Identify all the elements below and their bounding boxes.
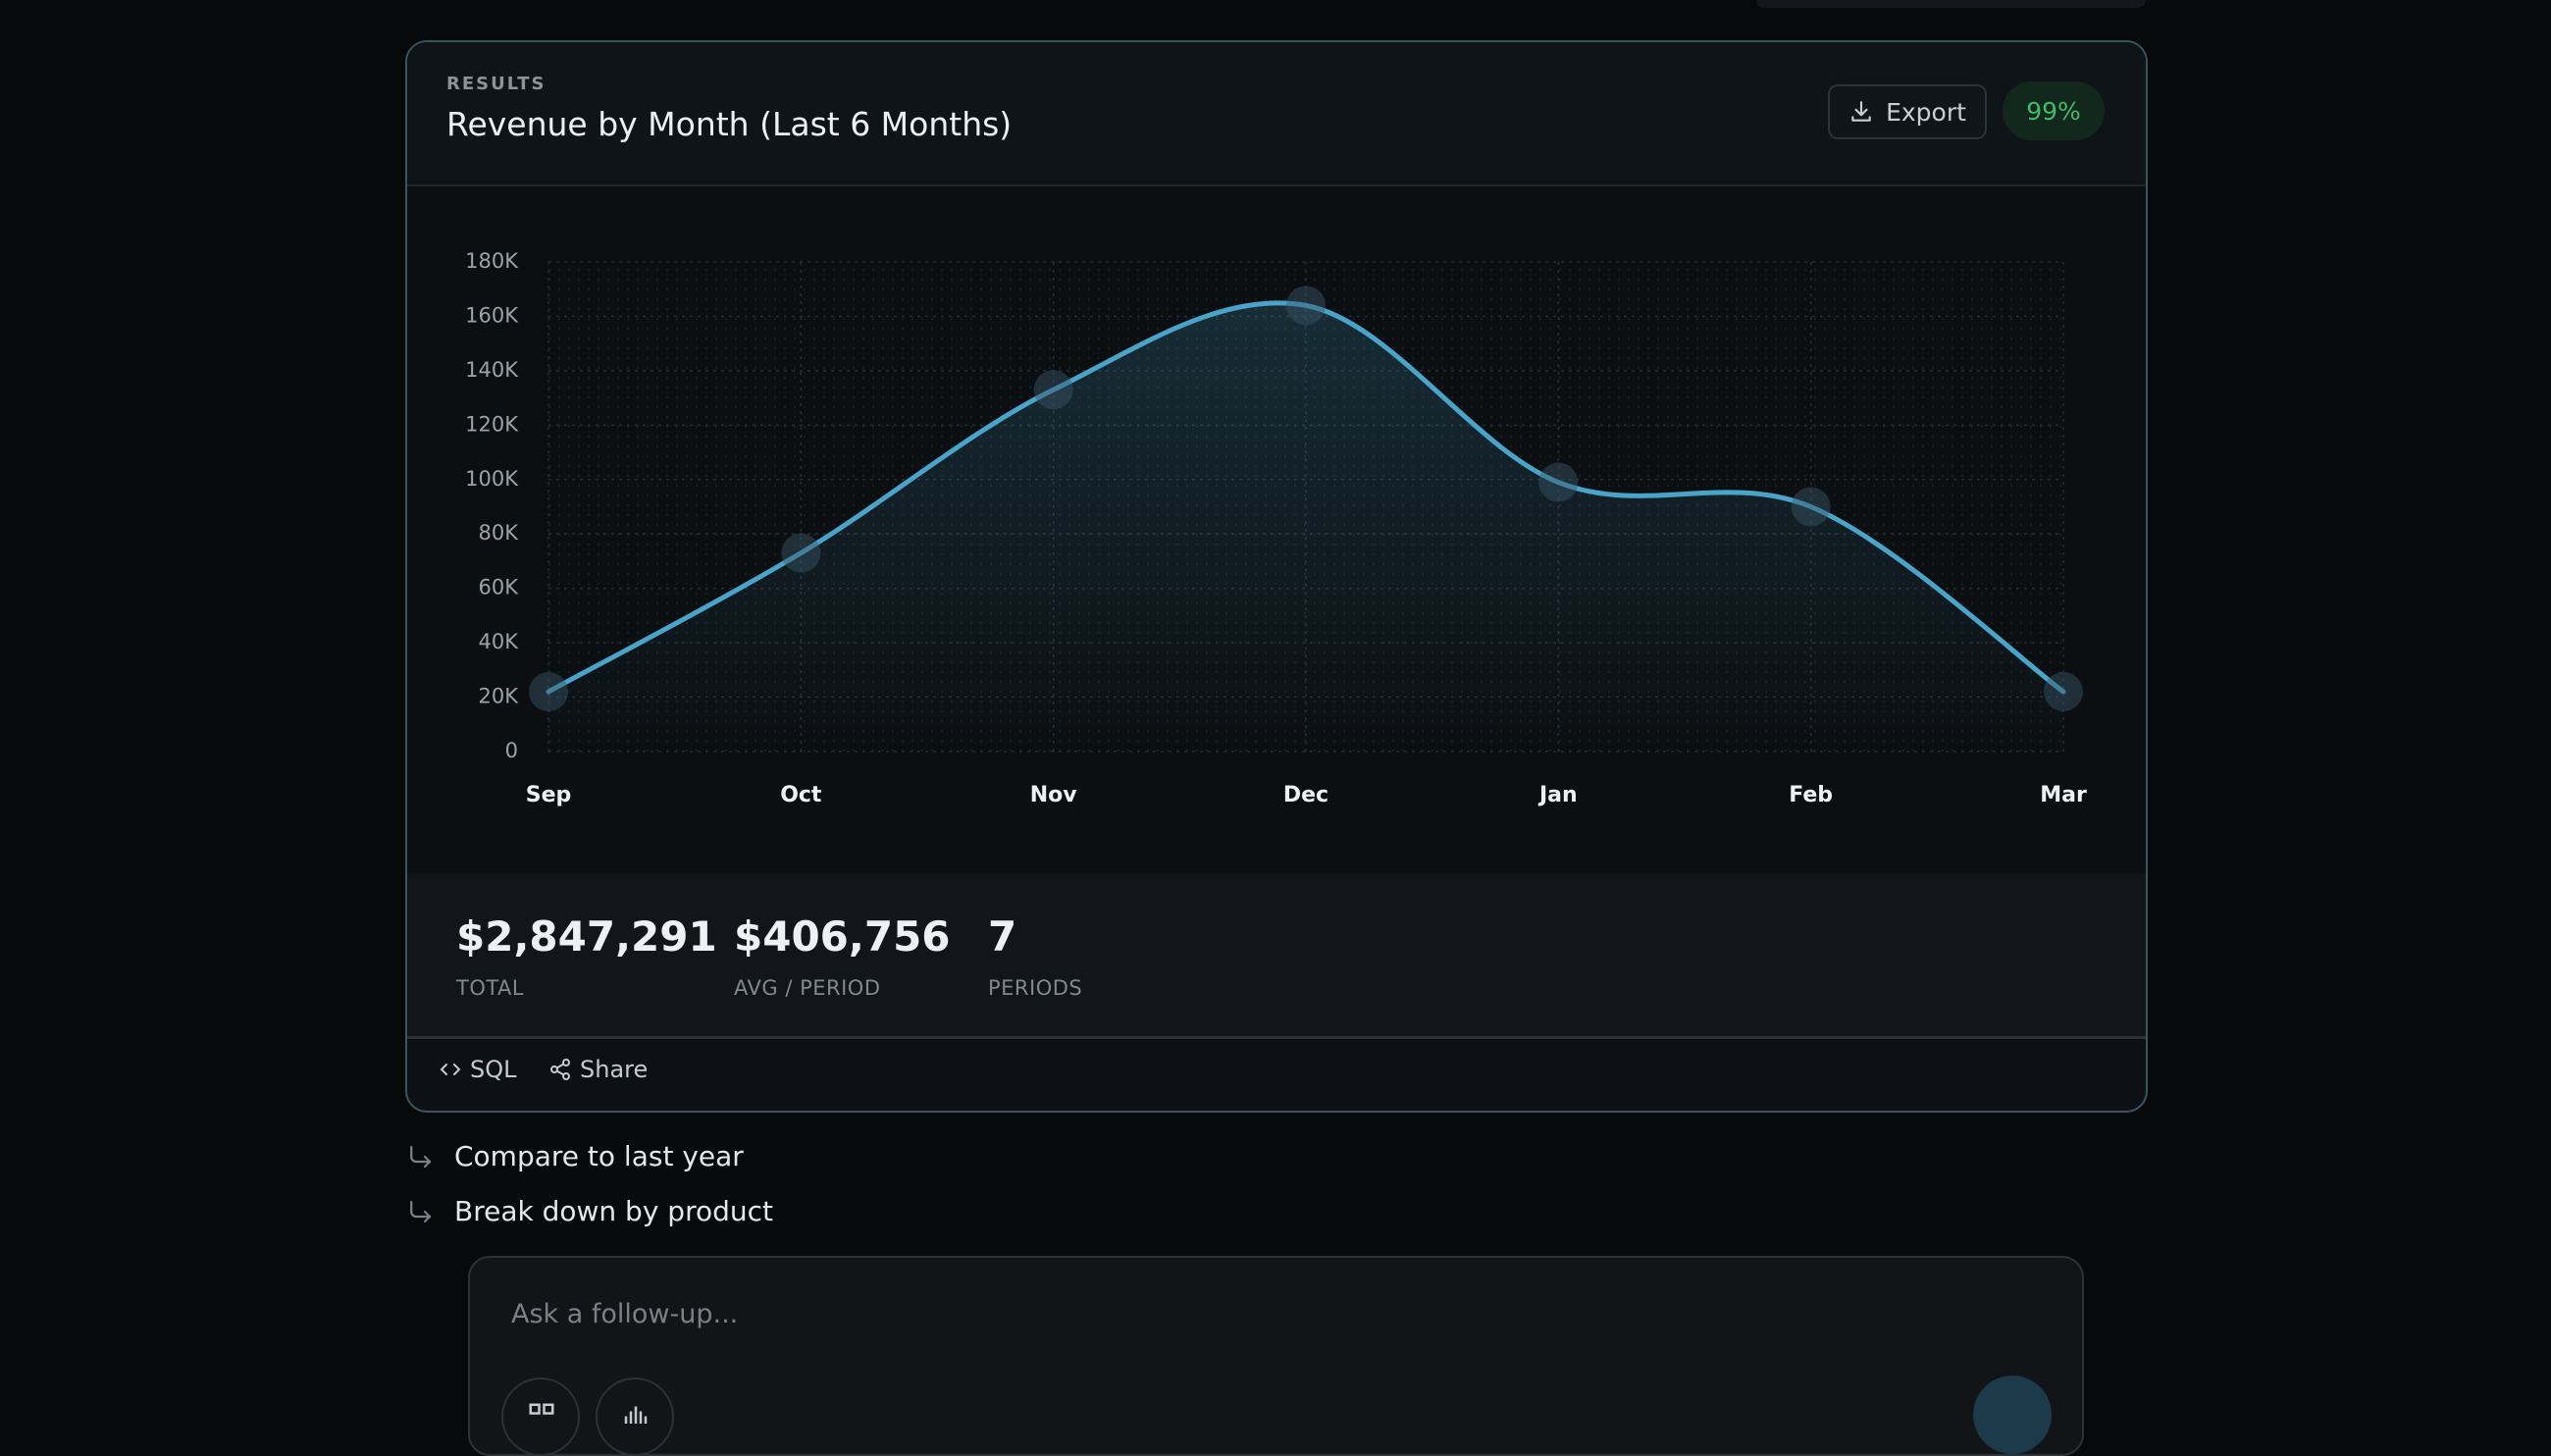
point: [1033, 370, 1073, 410]
download-icon: [1851, 101, 1871, 122]
y-tick-label: 80K: [479, 521, 520, 545]
page: {"header": {"label": "RESULTS", "title":…: [405, 0, 2148, 1456]
x-tick-label: Oct: [780, 783, 822, 807]
arrow-icon: [410, 1145, 432, 1168]
grid-icon: [529, 1403, 554, 1415]
chart-area: 0 20K 40K 60K 80K 100K 120K 140K 160K 180K Sep Oct N…: [407, 186, 2146, 873]
y-tick-label: 100K: [465, 467, 519, 491]
stat-label: AVG / PERIOD: [734, 976, 881, 1000]
y-tick-label: 180K: [465, 249, 519, 273]
line: [546, 300, 2066, 695]
area: [548, 302, 2063, 752]
suggestion-text: Break down by product: [454, 1195, 773, 1227]
suggestion[interactable]: Compare to last year: [405, 1140, 744, 1172]
suggestion[interactable]: Break down by product: [405, 1195, 773, 1227]
y-tick-label: 60K: [479, 576, 520, 599]
result-card: RESULTS Revenue by Month (Last 6 Months)…: [405, 40, 2148, 1113]
stat-value: $406,756: [734, 912, 951, 961]
stat-label: PERIODS: [988, 976, 1083, 1000]
y-tick-label: 0: [505, 739, 518, 762]
y-tick-label: 40K: [479, 630, 520, 653]
arrow-icon: [410, 1200, 432, 1222]
y-tick-label: 160K: [465, 303, 519, 327]
confidence-badge: 99%: [2003, 81, 2105, 140]
export-label: Export: [1886, 97, 1966, 127]
wave-icon: [624, 1406, 648, 1424]
share-icon: [550, 1059, 570, 1080]
send-button[interactable]: [1973, 1376, 2052, 1454]
export-button[interactable]: Export: [1828, 84, 1987, 139]
y-tick-label: 20K: [479, 685, 520, 708]
point: [1538, 462, 1579, 502]
x-tick-label: Mar: [2040, 783, 2087, 807]
y-tick-label: 120K: [465, 412, 519, 436]
x-tick-label: Dec: [1283, 783, 1328, 807]
y-tick-label: 140K: [465, 358, 519, 382]
point: [2044, 672, 2083, 712]
x-tick-label: Sep: [526, 783, 572, 807]
suggestion-text: Compare to last year: [454, 1140, 744, 1172]
stat-value: 7: [988, 912, 1017, 961]
stat-value: $2,847,291: [456, 912, 717, 961]
sql-button[interactable]: SQL: [439, 1056, 517, 1083]
follow-up-input[interactable]: Ask a follow-up...: [468, 1256, 2084, 1456]
point: [1286, 286, 1326, 326]
share-label: Share: [580, 1056, 649, 1083]
share-button[interactable]: Share: [548, 1056, 648, 1083]
voice-button[interactable]: [596, 1378, 674, 1456]
stat-label: TOTAL: [456, 976, 525, 1000]
x-tick-label: Feb: [1789, 783, 1833, 807]
x-tick-label: Jan: [1537, 783, 1578, 807]
card-header: RESULTS Revenue by Month (Last 6 Months)…: [407, 42, 2146, 186]
card-title: Revenue by Month (Last 6 Months): [446, 105, 1013, 143]
kicker: RESULTS: [446, 74, 547, 94]
grid-button[interactable]: [501, 1378, 580, 1456]
sql-label: SQL: [470, 1056, 517, 1083]
stats-bar: $2,847,291 TOTAL $406,756 AVG / PERIOD 7…: [407, 873, 2146, 1039]
chart: 0 20K 40K 60K 80K 100K 120K 140K 160K 180K Sep Oct N…: [465, 249, 2087, 807]
x-tick-label: Nov: [1030, 783, 1078, 807]
point: [529, 672, 568, 712]
point: [781, 533, 821, 573]
point: [1791, 487, 1831, 527]
code-icon: [440, 1064, 461, 1075]
top-bar: [1756, 0, 2146, 8]
placeholder: Ask a follow-up...: [511, 1299, 739, 1329]
